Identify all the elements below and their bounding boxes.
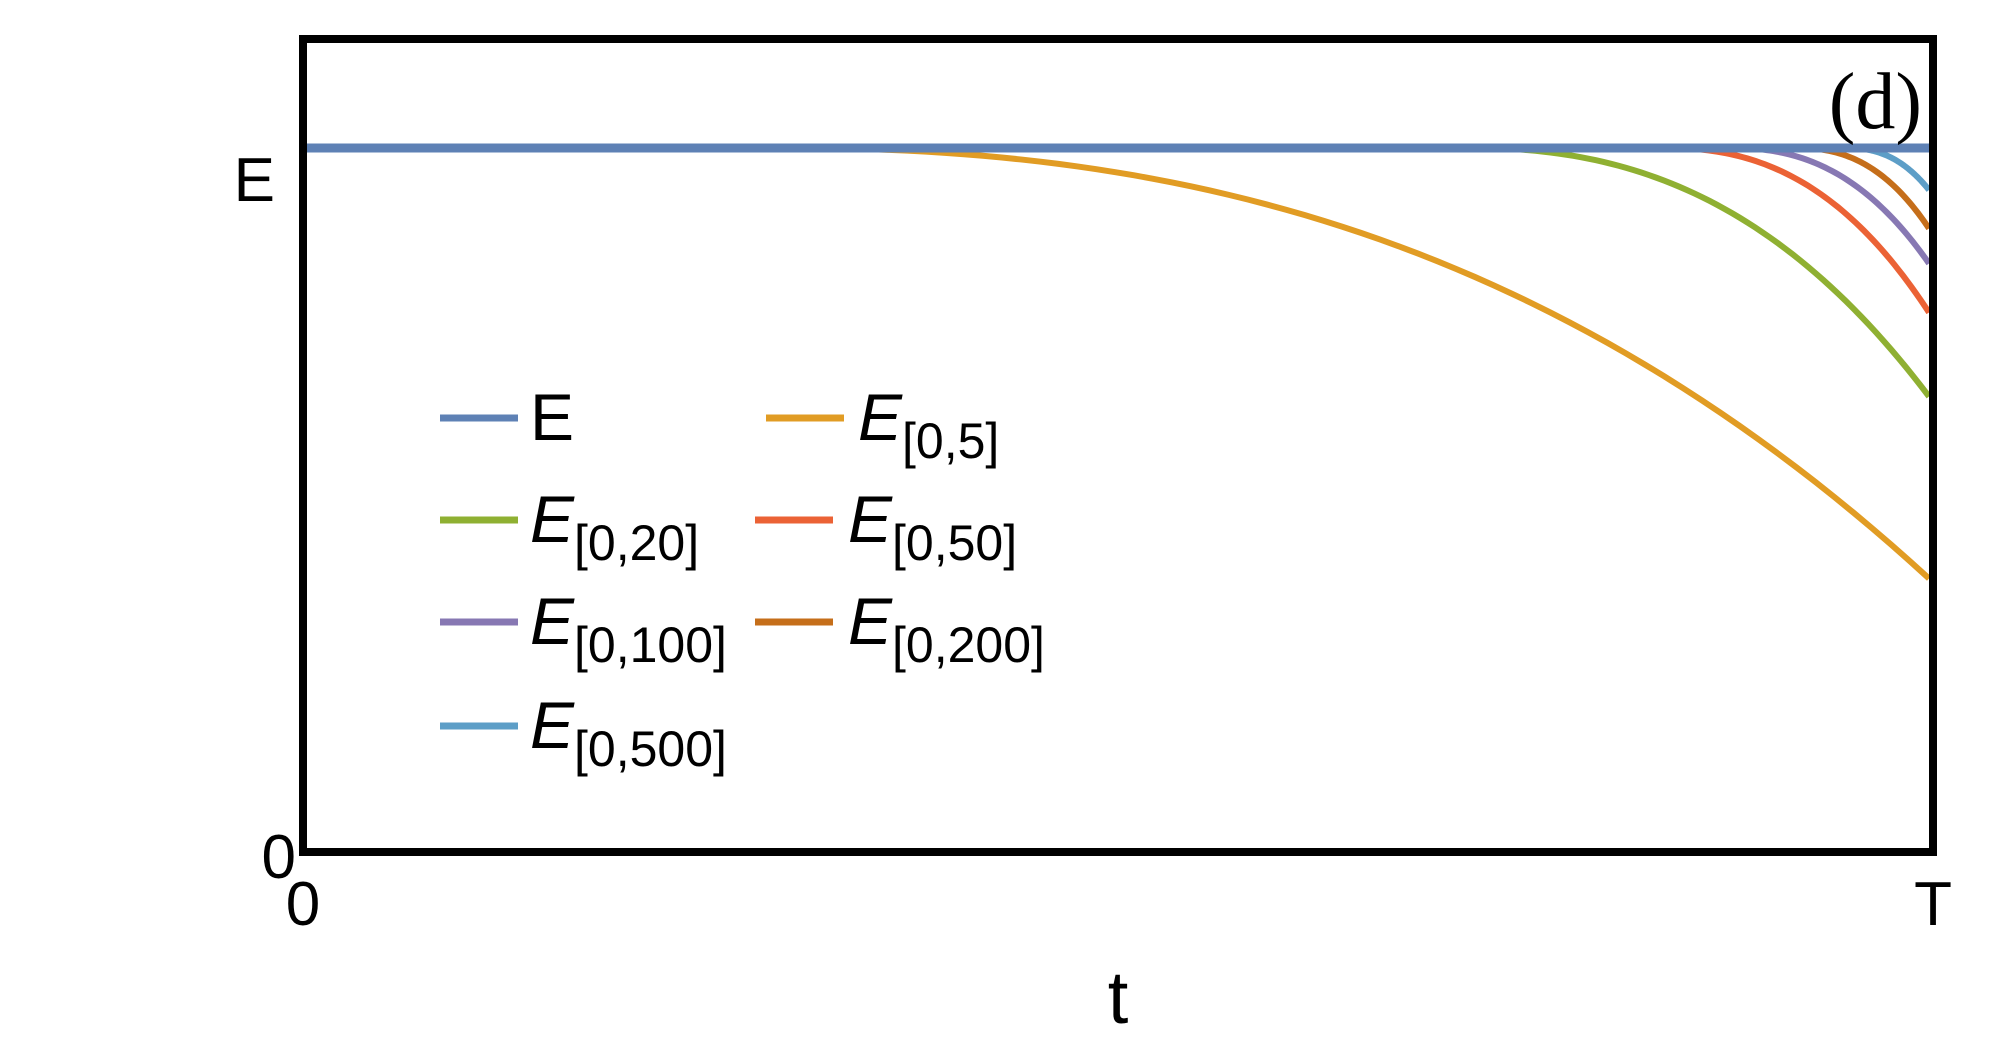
- legend: E E[0,5] E[0,20] E[0,50] E[0,100] E[0,200] E[0…: [440, 380, 1045, 777]
- series-line-6: [307, 145, 1932, 192]
- plot-frame: [299, 35, 1937, 856]
- legend-label-6: E[0,500]: [530, 688, 727, 777]
- legend-label-0: E: [530, 380, 574, 454]
- y-tick-label-top: E: [234, 146, 275, 215]
- series-lines: [307, 143, 1932, 581]
- y-tick-label-bottom: 0: [262, 823, 296, 892]
- legend-label-2: E[0,20]: [530, 482, 699, 571]
- series-line-2: [307, 145, 1932, 399]
- x-axis-label: t: [1108, 956, 1129, 1039]
- x-tick-label-right: T: [1914, 870, 1952, 939]
- legend-label-3: E[0,50]: [848, 482, 1017, 571]
- legend-label-5: E[0,200]: [848, 584, 1045, 673]
- x-tick-label-left: 0: [286, 870, 320, 939]
- panel-label: (d): [1829, 58, 1922, 146]
- legend-label-4: E[0,100]: [530, 584, 727, 673]
- series-line-4: [307, 145, 1932, 266]
- legend-label-1: E[0,5]: [858, 380, 999, 469]
- series-line-1: [307, 145, 1932, 581]
